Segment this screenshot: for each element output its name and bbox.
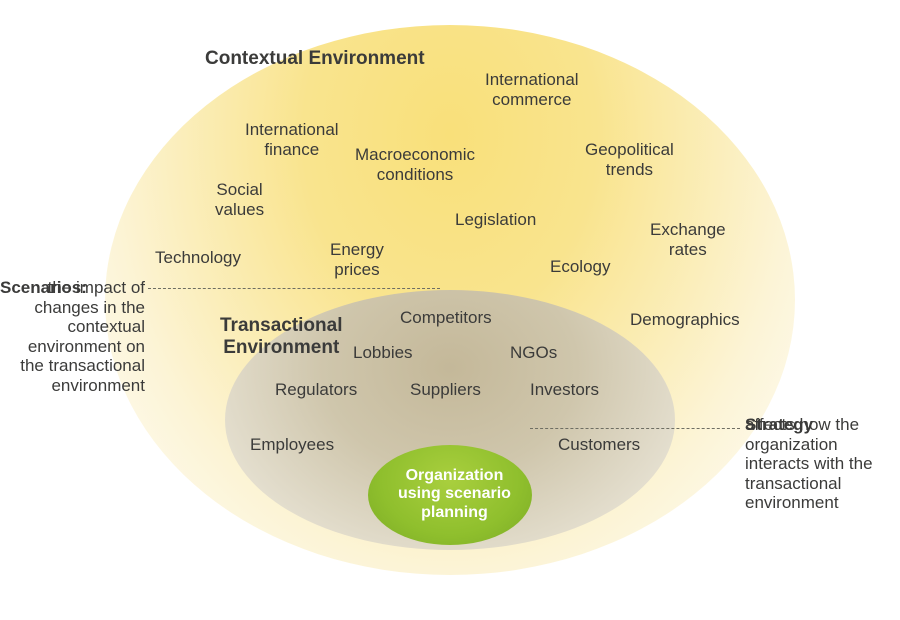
scenarios-body: the impact of changes in the contextual …	[0, 278, 145, 395]
context-label-2: Macroeconomic conditions	[355, 145, 475, 184]
context-label-3: Geopolitical trends	[585, 140, 674, 179]
transactional-label-3: Regulators	[275, 380, 357, 400]
contextual-heading: Contextual Environment	[205, 48, 425, 70]
context-label-8: Energy prices	[330, 240, 384, 279]
diagram-stage: Contextual Environment Transactional Env…	[0, 0, 900, 620]
strategy-body: affects how the organization interacts w…	[745, 415, 895, 513]
transactional-heading: Transactional Environment	[220, 315, 343, 359]
scenarios-leader-line	[148, 288, 440, 289]
context-label-6: Exchange rates	[650, 220, 726, 259]
context-label-0: International commerce	[485, 70, 579, 109]
transactional-label-4: Suppliers	[410, 380, 481, 400]
context-label-10: Demographics	[630, 310, 740, 330]
transactional-label-0: Competitors	[400, 308, 492, 328]
context-label-4: Social values	[215, 180, 264, 219]
context-label-1: International finance	[245, 120, 339, 159]
strategy-leader-line	[530, 428, 740, 429]
context-label-7: Technology	[155, 248, 241, 268]
transactional-label-7: Customers	[558, 435, 640, 455]
context-label-5: Legislation	[455, 210, 536, 230]
transactional-label-6: Employees	[250, 435, 334, 455]
organization-label: Organization using scenario planning	[398, 467, 511, 522]
transactional-label-5: Investors	[530, 380, 599, 400]
context-label-9: Ecology	[550, 257, 610, 277]
transactional-label-2: NGOs	[510, 343, 557, 363]
transactional-label-1: Lobbies	[353, 343, 413, 363]
